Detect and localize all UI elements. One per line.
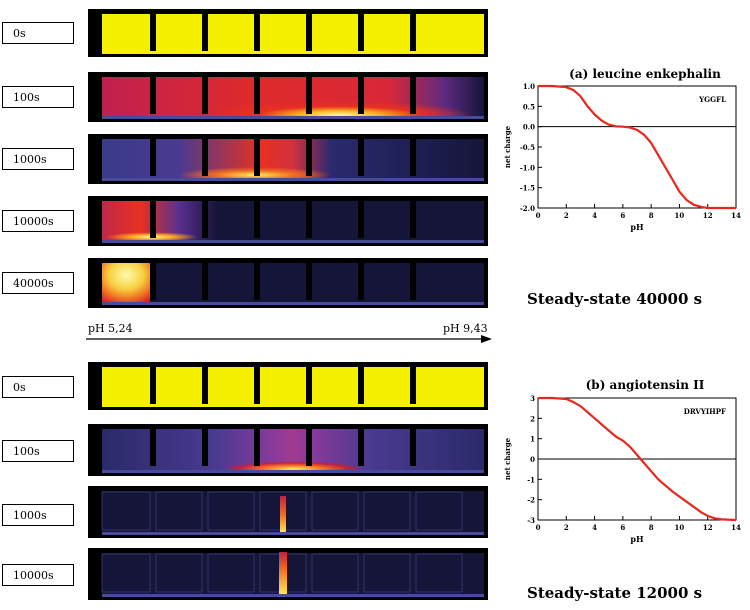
time-label-text: 1000s [13,508,47,522]
y-tick-label: 2 [530,414,535,423]
y-tick-label: 3 [530,394,535,403]
y-axis-label: net charge [503,437,512,480]
x-tick-label: 4 [592,211,597,220]
simulation-strip-a-10000s [88,196,488,246]
y-tick-label: -0.5 [520,143,535,152]
x-tick-label: 14 [731,211,741,220]
y-axis-label: net charge [503,125,512,168]
x-axis-label: pH [630,222,644,232]
simulation-strip-b-10000s [88,548,488,600]
time-label-text: 1000s [13,152,47,166]
time-label-1000s-b: 1000s [2,504,74,526]
time-label-100s-a: 100s [2,86,74,108]
time-label-text: 0s [13,26,26,40]
chart-a-net-charge: 1.0 0.5 0.0 -0.5 -1.0 -1.5 -2.00 2 4 6 8 10 12 14 pH ne… [503,82,741,232]
x-tick-label: 0 [536,523,541,532]
x-tick-label: 10 [675,523,685,532]
panel-a-title: (a) leucine enkephalin [569,67,721,81]
y-tick-label: -1 [527,475,535,484]
x-tick-label: 2 [564,211,569,220]
simulation-strip-b-1000s [88,486,488,538]
x-tick-label: 14 [731,523,741,532]
time-label-40000s-a: 40000s [2,272,74,294]
y-tick-label: 1 [530,435,535,444]
time-label-10000s-b: 10000s [2,564,74,586]
net-charge-curve [538,84,736,210]
x-tick-label: 8 [649,523,654,532]
steady-state-b: Steady-state 12000 s [527,584,703,602]
x-tick-label: 8 [649,211,654,220]
x-tick-label: 4 [592,523,597,532]
peptide-sequence-label: DRVYIHPF [684,407,726,416]
time-label-0s-b: 0s [2,376,74,398]
time-label-10000s-a: 10000s [2,210,74,232]
simulation-strip-a-40000s [88,258,488,308]
time-label-1000s-a: 1000s [2,148,74,170]
time-label-text: 40000s [13,276,54,290]
y-tick-label: -1.0 [520,163,535,172]
x-tick-label: 6 [620,211,625,220]
simulation-strip-b-0s [88,362,488,410]
y-tick-label: 1.0 [523,82,535,91]
panel-b-title: (b) angiotensin II [585,378,705,392]
plot-frame [537,85,737,209]
y-tick-label: -1.5 [520,184,535,193]
peptide-sequence-label: YGGFL [698,95,726,104]
x-tick-label: 12 [703,523,713,532]
y-tick-label: -2.0 [520,204,535,213]
time-label-text: 100s [13,444,40,458]
simulation-strip-a-0s [88,9,488,57]
time-label-100s-b: 100s [2,440,74,462]
x-tick-label: 6 [620,523,625,532]
y-tick-label: 0 [530,455,535,464]
y-tick-label: 0.0 [523,123,535,132]
time-label-text: 0s [13,380,26,394]
x-tick-label: 0 [536,211,541,220]
time-label-text: 10000s [13,214,54,228]
x-tick-label: 10 [675,211,685,220]
simulation-strip-a-1000s [88,134,488,184]
time-label-text: 100s [13,90,40,104]
x-tick-label: 2 [564,523,569,532]
ph-start-label: pH 5,24 [88,322,133,335]
simulation-strip-b-100s [88,424,488,476]
steady-state-a: Steady-state 40000 s [527,290,703,308]
y-tick-label: -2 [527,496,535,505]
x-tick-label: 12 [703,211,713,220]
simulation-strip-a-100s [88,72,488,122]
ph-end-label: pH 9,43 [443,322,488,335]
time-label-text: 10000s [13,568,54,582]
y-tick-label: -3 [527,516,535,525]
ph-gradient-arrow [86,335,492,343]
y-tick-label: 0.5 [523,102,535,111]
net-charge-curve [538,396,737,522]
x-axis-label: pH [630,534,644,544]
time-label-0s-a: 0s [2,22,74,44]
